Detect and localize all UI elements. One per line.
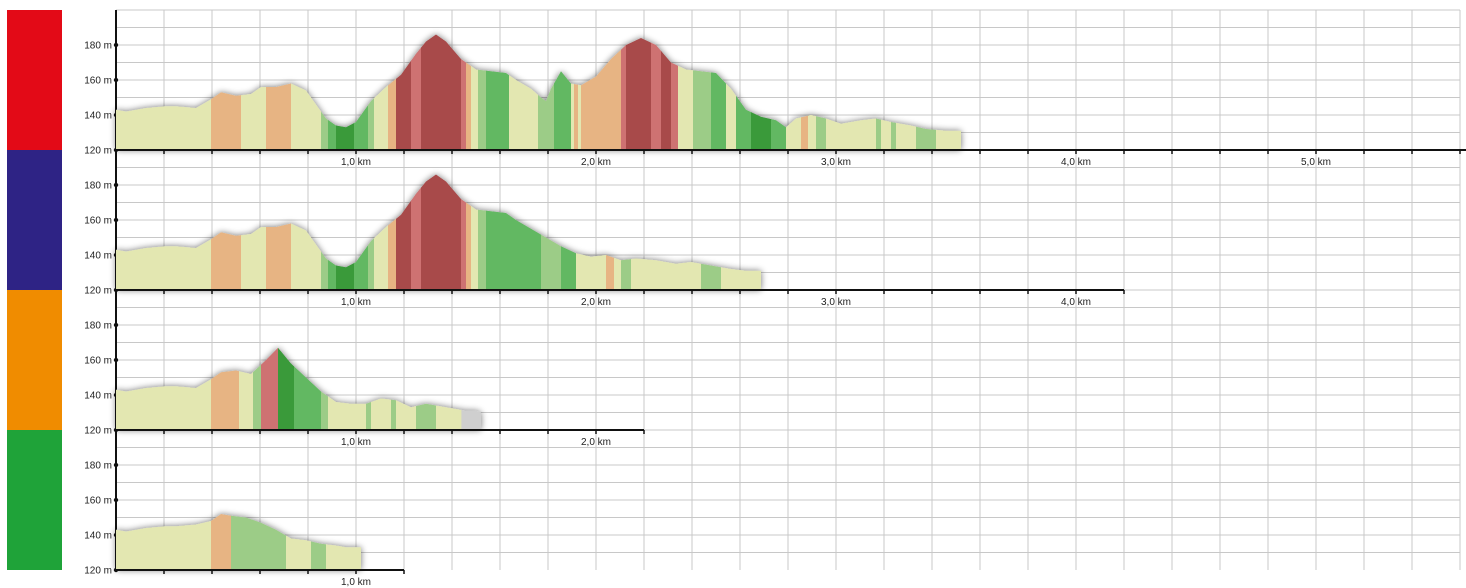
y-tick-label: 160 m	[84, 496, 112, 507]
slope-segment	[486, 10, 493, 150]
slope-segment	[471, 150, 478, 290]
y-tick-label: 140 m	[84, 531, 112, 542]
slope-segment	[478, 150, 486, 290]
route-marker-1	[7, 10, 62, 150]
slope-segment	[421, 10, 461, 150]
y-tick-label: 120 m	[84, 286, 112, 297]
slope-segment	[471, 10, 478, 150]
route-marker-3	[7, 290, 62, 430]
x-tick-label: 2,0 km	[581, 437, 611, 448]
profile-panel-3: 120 m 140 m 160 m 180 m 1,0 km 2,0 km	[84, 290, 644, 448]
profile-panel-1: 120 m 140 m 160 m 180 m 1,0 km 2,0 km 3,0 km 4,…	[84, 10, 1466, 168]
slope-segment	[411, 150, 421, 290]
x-tick-label: 3,0 km	[821, 157, 851, 168]
y-tick	[114, 358, 118, 362]
x-tick-label: 2,0 km	[581, 157, 611, 168]
x-tick-label: 5,0 km	[1301, 157, 1331, 168]
y-tick	[114, 183, 118, 187]
y-tick-label: 120 m	[84, 566, 112, 577]
slope-segment	[421, 150, 461, 290]
slope-segment	[466, 150, 471, 290]
x-tick-label: 3,0 km	[821, 297, 851, 308]
y-tick-label: 140 m	[84, 391, 112, 402]
slope-segment	[411, 10, 421, 150]
y-tick-label: 120 m	[84, 426, 112, 437]
slope-segment	[651, 10, 661, 150]
slope-segment	[461, 150, 466, 290]
profile-panel-2: 120 m 140 m 160 m 180 m 1,0 km 2,0 km 3,0 km 4,…	[84, 150, 1124, 308]
x-tick-label: 2,0 km	[581, 297, 611, 308]
slope-segment	[478, 10, 486, 150]
y-tick	[114, 498, 118, 502]
y-tick-label: 140 m	[84, 251, 112, 262]
x-tick-label: 1,0 km	[341, 297, 371, 308]
route-marker-4	[7, 430, 62, 570]
x-tick-label: 4,0 km	[1061, 297, 1091, 308]
slope-segment	[626, 10, 651, 150]
slope-segment	[661, 10, 671, 150]
y-tick-label: 180 m	[84, 181, 112, 192]
x-tick-label: 1,0 km	[341, 577, 371, 588]
y-tick-label: 160 m	[84, 356, 112, 367]
y-tick-label: 180 m	[84, 461, 112, 472]
y-tick	[114, 323, 118, 327]
slope-segment	[693, 10, 711, 150]
y-tick-label: 180 m	[84, 41, 112, 52]
x-tick-label: 4,0 km	[1061, 157, 1091, 168]
y-tick-label: 140 m	[84, 111, 112, 122]
y-tick-label: 180 m	[84, 321, 112, 332]
y-tick-label: 160 m	[84, 216, 112, 227]
slope-segment	[466, 10, 471, 150]
route-marker-2	[7, 150, 62, 290]
slope-segment	[493, 10, 509, 150]
slope-segment	[461, 10, 466, 150]
slope-segment	[671, 10, 678, 150]
slope-segment	[486, 150, 493, 290]
y-tick	[114, 218, 118, 222]
y-tick	[114, 463, 118, 467]
y-tick	[114, 43, 118, 47]
slope-segment	[621, 10, 626, 150]
y-tick	[114, 78, 118, 82]
slope-segment	[678, 10, 693, 150]
y-tick-label: 120 m	[84, 146, 112, 157]
x-tick-label: 1,0 km	[341, 437, 371, 448]
route-color-markers	[7, 10, 62, 570]
elevation-profiles: 120 m 140 m 160 m 180 m 1,0 km 2,0 km 3,0 km 4,…	[84, 10, 1466, 588]
y-tick-label: 160 m	[84, 76, 112, 87]
x-tick-label: 1,0 km	[341, 157, 371, 168]
